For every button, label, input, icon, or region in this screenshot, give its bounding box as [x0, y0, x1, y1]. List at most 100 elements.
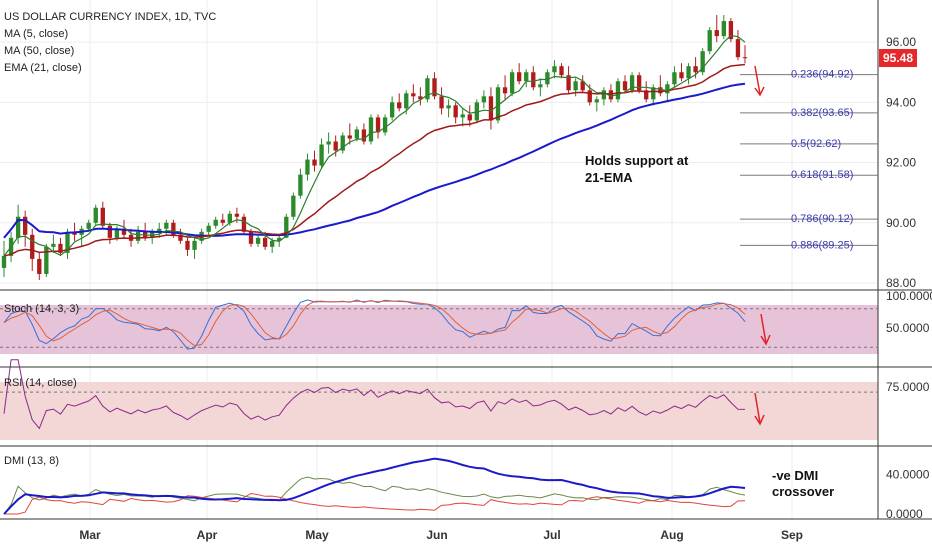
candle-body: [65, 231, 70, 253]
fib-label: 0.382(93.65): [791, 107, 853, 119]
candle-body: [538, 84, 543, 88]
candle-body: [439, 96, 444, 109]
candle-body: [354, 129, 360, 139]
candle-body: [368, 117, 374, 142]
candle-body: [432, 78, 437, 97]
candle-body: [192, 240, 197, 250]
fib-levels: 0.236(94.92) 0.382(93.65) 0.5(92.62) 0.618(…: [740, 69, 878, 251]
support-note-line1: Holds support at: [585, 153, 689, 168]
candle-body: [509, 72, 515, 94]
down-arrow-icon: [754, 392, 765, 426]
price-tick-label: 88.00: [886, 276, 916, 290]
candle-body: [658, 87, 663, 94]
candle-body: [206, 225, 211, 232]
last-price-badge: [879, 49, 917, 67]
candle-body: [382, 117, 388, 133]
candle-body: [615, 81, 621, 100]
stoch-title: Stoch (14, 3, 3): [4, 303, 79, 315]
candle-body: [622, 81, 628, 91]
candle-body: [425, 78, 430, 100]
rsi-line: [3, 359, 746, 430]
x-tick-label: Jun: [426, 528, 447, 542]
candle-body: [277, 237, 282, 241]
candle-body: [178, 234, 183, 241]
x-tick-label: May: [305, 528, 329, 542]
candle-body: [742, 57, 748, 59]
candle-body: [15, 216, 21, 238]
candle-body: [361, 129, 367, 142]
candle-body: [679, 72, 684, 79]
candle-body: [531, 72, 536, 88]
dmi-minus-line: [4, 492, 746, 515]
axis-ticks: Mar Apr May Jun Jul Aug Sep 96.00 94.00 92.00 90.0…: [79, 35, 932, 542]
ma5-line: [3, 34, 746, 257]
candle-body: [1, 255, 7, 268]
candle-body: [58, 243, 63, 253]
stoch-band: [0, 305, 878, 354]
candle-body: [37, 258, 42, 274]
legend-ma5: MA (5, close): [4, 28, 68, 40]
candle-body: [185, 240, 190, 250]
dmi-plus-line: [3, 476, 746, 515]
legend-ema21: EMA (21, close): [4, 62, 82, 74]
candle-body: [651, 87, 656, 100]
candle-body: [404, 93, 409, 109]
support-note-line2: 21-EMA: [585, 170, 633, 185]
candle-body: [728, 21, 734, 40]
candle-body: [305, 159, 310, 175]
legend-ma50: MA (50, close): [4, 45, 74, 57]
stoch-d-line: [3, 300, 746, 347]
candle-body: [714, 30, 719, 37]
candle-body: [284, 216, 289, 238]
candle-body: [227, 213, 232, 223]
candle-body: [100, 207, 105, 226]
dmi-title: DMI (13, 8): [4, 455, 59, 467]
candle-body: [262, 237, 268, 247]
candle-body: [566, 75, 571, 91]
candle-body: [488, 96, 494, 121]
candle-body: [241, 216, 247, 232]
candle-body: [545, 72, 550, 85]
fib-label: 0.5(92.62): [791, 138, 841, 150]
candle-body: [220, 219, 225, 223]
price-lines: [3, 34, 746, 257]
chart-title: US DOLLAR CURRENCY INDEX, 1D, TVC: [4, 11, 216, 23]
candle-body: [397, 102, 402, 109]
candle-body: [700, 51, 705, 73]
candle-body: [665, 84, 670, 94]
candle-body: [171, 222, 176, 235]
candle-body: [333, 141, 338, 151]
candle-body: [721, 21, 726, 37]
candle-body: [248, 231, 254, 244]
candle-body: [375, 117, 381, 133]
candle-body: [86, 222, 91, 229]
price-tick-label: 94.00: [886, 95, 916, 109]
candle-body: [389, 102, 395, 118]
candle-body: [587, 90, 592, 103]
candle-body: [44, 246, 49, 274]
candle-body: [495, 87, 501, 121]
candle-body: [135, 231, 141, 241]
price-tick-label: 96.00: [886, 35, 916, 49]
candle-body: [234, 213, 240, 217]
candle-body: [594, 99, 599, 103]
candle-body: [580, 81, 585, 91]
candle-body: [601, 90, 607, 100]
candle-body: [686, 66, 691, 79]
candle-body: [672, 72, 677, 85]
candle-body: [121, 228, 127, 235]
candle-body: [418, 96, 423, 100]
candle-body: [559, 66, 564, 76]
candle-body: [23, 216, 28, 235]
stoch-tick-label: 50.0000: [886, 321, 930, 335]
indicator-lines: [0, 299, 878, 515]
candle-body: [291, 195, 296, 217]
candle-body: [51, 243, 56, 247]
candle-body: [629, 75, 635, 91]
candle-body: [460, 114, 465, 118]
x-tick-label: Aug: [660, 528, 683, 542]
candle-body: [446, 105, 451, 109]
stoch-tick-label: 100.0000: [886, 289, 932, 303]
